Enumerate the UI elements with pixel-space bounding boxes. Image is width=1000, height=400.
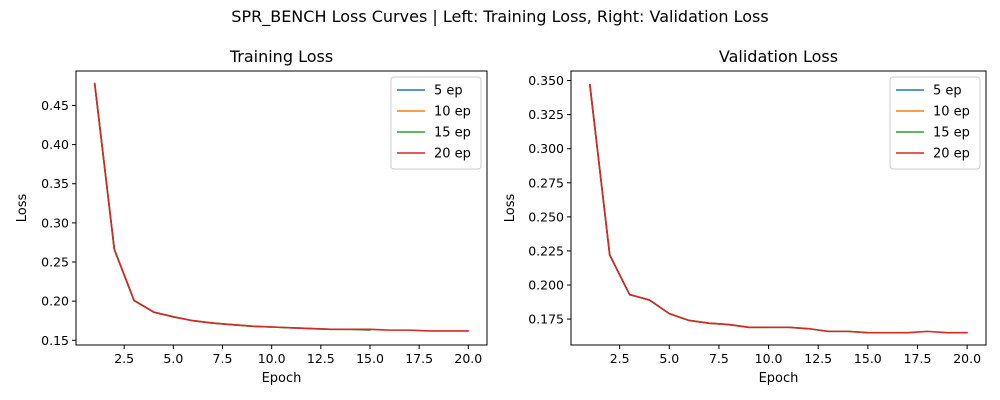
legend-entry: 15 ep — [933, 126, 970, 141]
y-tick-label: 0.30 — [41, 215, 69, 230]
x-tick-label: 7.5 — [213, 351, 233, 366]
x-tick-label: 15.0 — [854, 351, 882, 366]
x-tick-label: 2.5 — [610, 351, 630, 366]
x-axis-label: Epoch — [262, 371, 302, 386]
x-tick-label: 5.0 — [163, 351, 183, 366]
x-tick-label: 20.0 — [953, 351, 981, 366]
y-tick-label: 0.225 — [528, 243, 564, 258]
chart-title: Training Loss — [229, 47, 333, 66]
y-tick-label: 0.200 — [528, 278, 564, 293]
x-tick-label: 10.0 — [258, 351, 286, 366]
axes-frame — [75, 70, 488, 346]
y-tick-label: 0.35 — [41, 176, 69, 191]
y-tick-label: 0.15 — [41, 333, 69, 348]
y-tick-label: 0.25 — [41, 255, 69, 270]
legend-entry: 20 ep — [933, 147, 970, 162]
x-tick-label: 17.5 — [405, 351, 433, 366]
series-line-10-ep — [589, 83, 770, 329]
x-tick-label: 20.0 — [454, 351, 482, 366]
legend-entry: 10 ep — [933, 105, 970, 120]
y-tick-label: 0.40 — [41, 137, 69, 152]
x-tick-label: 15.0 — [356, 351, 384, 366]
axes-frame — [570, 70, 987, 346]
legend: 5 ep 10 ep 15 ep 20 ep — [390, 76, 482, 170]
legend-frame — [889, 76, 981, 170]
y-tick-label: 0.275 — [528, 175, 564, 190]
series-line-20-ep — [589, 83, 968, 334]
legend-entry: 15 ep — [434, 126, 471, 141]
x-tick-label: 17.5 — [904, 351, 932, 366]
legend-entry: 5 ep — [933, 84, 962, 99]
legend: 5 ep 10 ep 15 ep 20 ep — [889, 76, 981, 170]
series-line-20-ep — [93, 82, 470, 332]
x-axis-label: Epoch — [759, 371, 799, 386]
y-tick-label: 0.300 — [528, 141, 564, 156]
y-axis-label: Loss — [503, 194, 518, 223]
y-tick-label: 0.250 — [528, 209, 564, 224]
x-tick-label: 2.5 — [114, 351, 134, 366]
figure-title: SPR_BENCH Loss Curves | Left: Training L… — [231, 7, 768, 27]
y-tick-label: 0.45 — [41, 98, 69, 113]
legend-frame — [390, 76, 482, 170]
y-tick-label: 0.350 — [528, 73, 564, 88]
x-tick-label: 10.0 — [755, 351, 783, 366]
legend-entry: 20 ep — [434, 147, 471, 162]
chart-title: Validation Loss — [719, 47, 838, 66]
training-loss-chart: Training Loss Epoch Loss 2.5 5.0 7.5 10.0 12… — [15, 47, 488, 386]
y-tick-label: 0.175 — [528, 312, 564, 327]
y-tick-label: 0.20 — [41, 294, 69, 309]
y-axis-label: Loss — [15, 194, 30, 223]
validation-loss-chart: Validation Loss Epoch Loss 2.5 5.0 7.5 10.0… — [503, 47, 987, 386]
series-line-15-ep — [93, 82, 371, 331]
legend-entry: 5 ep — [434, 84, 463, 99]
series-line-5-ep — [93, 82, 175, 318]
x-tick-label: 12.5 — [307, 351, 335, 366]
y-tick-label: 0.325 — [528, 107, 564, 122]
x-tick-label: 7.5 — [709, 351, 729, 366]
series-line-10-ep — [93, 82, 273, 328]
legend-entry: 10 ep — [434, 105, 471, 120]
series-line-5-ep — [589, 83, 671, 315]
x-tick-label: 12.5 — [804, 351, 832, 366]
x-tick-label: 5.0 — [659, 351, 679, 366]
